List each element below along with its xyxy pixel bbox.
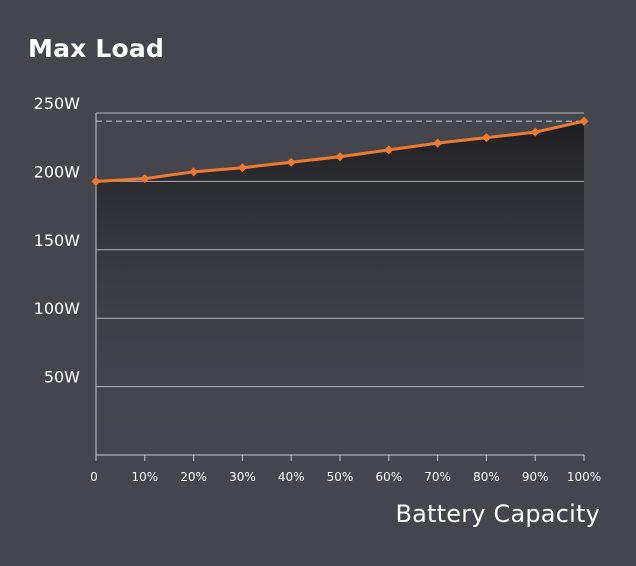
x-tick-label: 90% — [522, 470, 549, 484]
chart-title: Max Load — [28, 34, 165, 63]
data-point — [189, 167, 199, 177]
data-point — [433, 138, 443, 148]
x-tick-label: 60% — [375, 470, 402, 484]
data-point — [335, 152, 345, 162]
x-tick-label: 0 — [90, 470, 98, 484]
data-point — [286, 157, 296, 167]
x-tick-label: 70% — [424, 470, 451, 484]
data-point — [91, 176, 101, 186]
data-point — [579, 116, 589, 126]
x-tick-label: 10% — [131, 470, 158, 484]
y-tick-label: 50W — [44, 368, 80, 387]
y-tick-label: 250W — [34, 94, 81, 113]
x-tick-label: 20% — [180, 470, 207, 484]
data-point — [384, 145, 394, 155]
x-axis-title: Battery Capacity — [395, 500, 600, 528]
y-tick-label: 200W — [34, 162, 81, 181]
data-point — [140, 174, 150, 184]
x-tick-label: 50% — [327, 470, 354, 484]
y-tick-label: 100W — [34, 299, 81, 318]
area-fill — [96, 121, 584, 455]
data-point — [530, 127, 540, 137]
x-tick-label: 30% — [229, 470, 256, 484]
x-tick-label: 100% — [567, 470, 601, 484]
data-point — [237, 163, 247, 173]
x-tick-label: 40% — [278, 470, 305, 484]
data-point — [481, 133, 491, 143]
x-tick-label: 80% — [473, 470, 500, 484]
y-tick-label: 150W — [34, 231, 81, 250]
